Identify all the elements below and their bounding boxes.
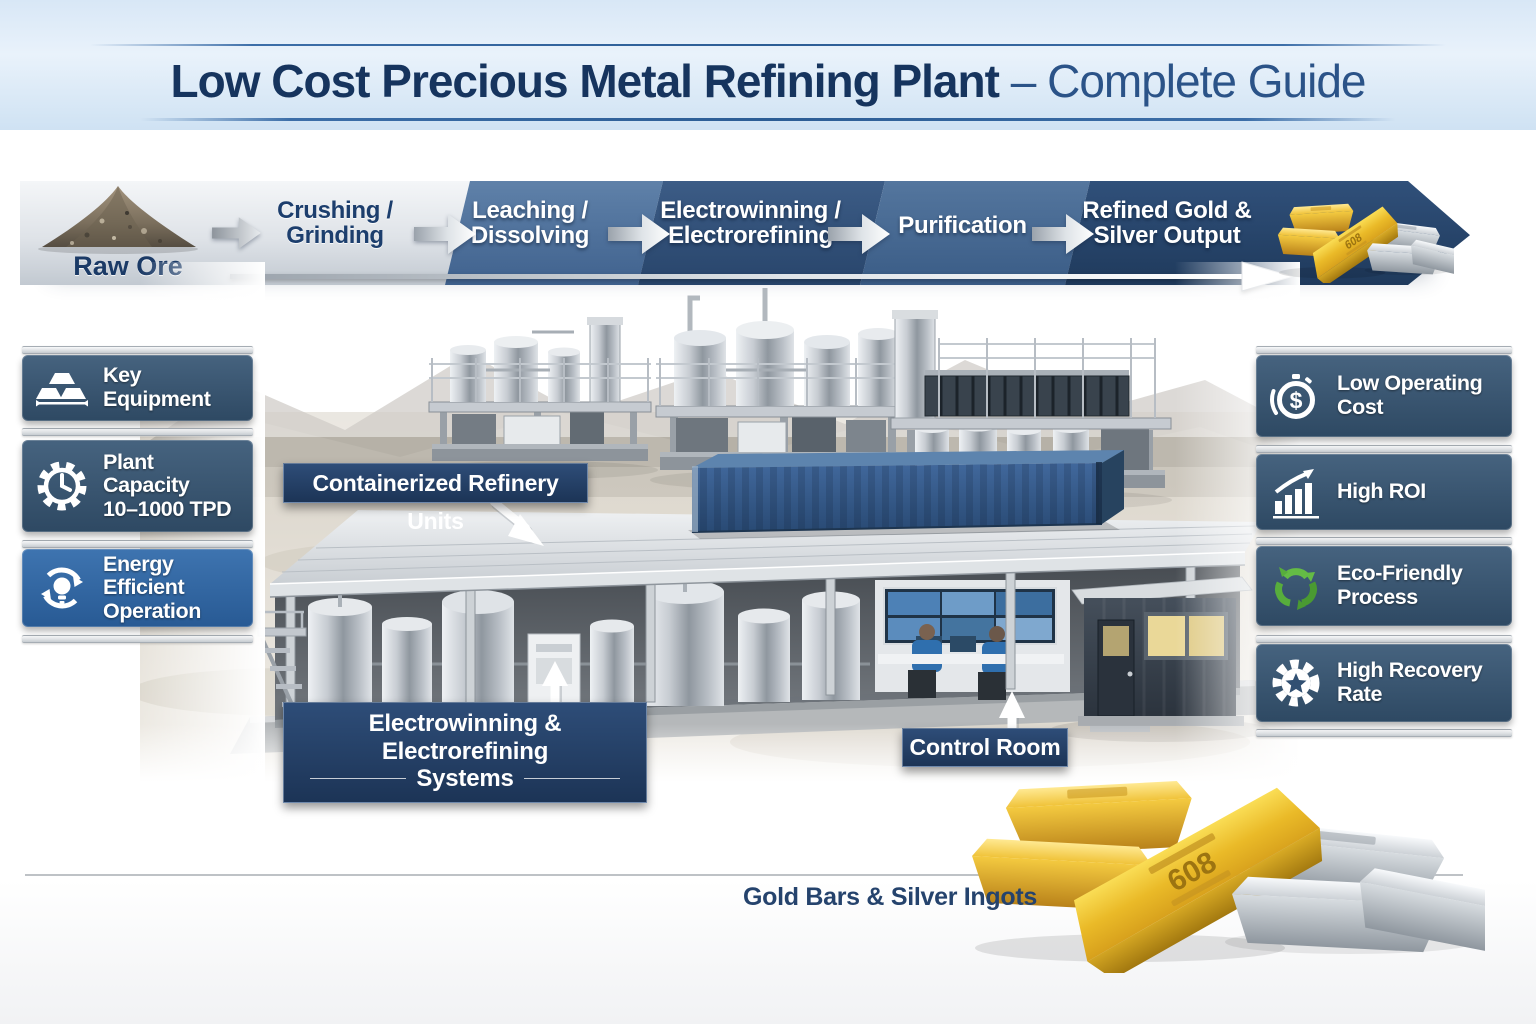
- containerized-arrow-icon: [490, 498, 544, 546]
- header: Low Cost Precious Metal Refining Plant –…: [0, 0, 1536, 130]
- refined-bars-image: [1277, 202, 1454, 283]
- page-title-dash: –: [1010, 55, 1037, 107]
- label-control-room: Control Room: [902, 728, 1068, 767]
- metal-divider: [1256, 346, 1512, 354]
- label-electrowinning-line1: Electrowinning & Electrorefining: [368, 710, 562, 765]
- recycle-icon: [1275, 567, 1317, 610]
- dollar-stopwatch-icon: $: [1270, 374, 1315, 419]
- gear-clock-icon: [37, 461, 87, 511]
- svg-text:$: $: [1290, 388, 1303, 414]
- metal-divider: [1256, 729, 1512, 737]
- page-title-subtitle: Complete Guide: [1047, 55, 1366, 107]
- page-title-main: Low Cost Precious Metal Refining Plant: [170, 55, 1000, 107]
- label-containerized-refinery-units: Containerized Refinery Units: [283, 463, 588, 534]
- badge-key-equipment: Key Equipment: [22, 355, 253, 421]
- metal-divider: [22, 635, 253, 643]
- badge-energy-efficient: Energy Efficient Operation: [22, 549, 253, 627]
- metal-divider: [1256, 635, 1512, 643]
- roi-chart-icon: [1273, 469, 1319, 519]
- badge-eco-friendly: Eco-Friendly Process: [1256, 546, 1512, 626]
- page-title: Low Cost Precious Metal Refining Plant –…: [0, 54, 1536, 108]
- flow-step-label-electrowinning: Electrowinning / Electrorefining: [660, 197, 841, 250]
- badge-label: High ROI: [1337, 479, 1426, 504]
- header-divider-bottom: [140, 118, 1396, 121]
- badge-low-operating-cost: $ Low Operating Cost: [1256, 355, 1512, 437]
- label-electrowinning-systems: Electrowinning & Electrorefining Systems: [283, 702, 647, 803]
- flow-arrow-icon: [1032, 214, 1094, 254]
- gold-silver-bars-image: [969, 779, 1485, 973]
- badge-label: Energy Efficient Operation: [103, 551, 201, 623]
- flow-arrow-icon: [414, 214, 476, 254]
- metal-divider: [1256, 537, 1512, 545]
- badge-label: Low Operating Cost: [1337, 371, 1483, 419]
- flow-step-label-purification: Purification: [898, 212, 1027, 239]
- header-divider-top: [90, 44, 1446, 46]
- label-electrowinning-line2: Systems: [416, 765, 514, 793]
- badge-plant-capacity: Plant Capacity 10–1000 TPD: [22, 440, 253, 532]
- flow-step-label-leaching: Leaching / Dissolving: [470, 197, 590, 250]
- metal-divider: [22, 428, 253, 436]
- badge-label: Plant Capacity 10–1000 TPD: [103, 449, 232, 521]
- flow-arrow-icon: [608, 214, 670, 254]
- badge-label: Eco-Friendly Process: [1337, 561, 1463, 609]
- badge-high-recovery: High Recovery Rate: [1256, 644, 1512, 722]
- metal-divider: [22, 540, 253, 548]
- metal-divider: [22, 346, 253, 354]
- flow-step-label-refined: Refined Gold & Silver Output: [1082, 197, 1252, 250]
- flow-arrow-icon: [212, 217, 261, 249]
- flow-arrow-icon: [828, 214, 890, 254]
- badge-label: High Recovery Rate: [1337, 658, 1483, 706]
- metal-divider: [1256, 445, 1512, 453]
- ingots-icon: [36, 373, 88, 407]
- raw-ore-image: [38, 186, 198, 254]
- energy-cycle-icon: [41, 567, 83, 609]
- badge-high-roi: High ROI: [1256, 454, 1512, 530]
- badge-label: Key Equipment: [103, 363, 211, 411]
- gear-star-icon: [1272, 659, 1320, 707]
- floor-edge-line: [25, 874, 1463, 876]
- flow-step-label-crushing: Crushing / Grinding: [277, 197, 393, 250]
- output-caption: Gold Bars & Silver Ingots: [743, 883, 1037, 911]
